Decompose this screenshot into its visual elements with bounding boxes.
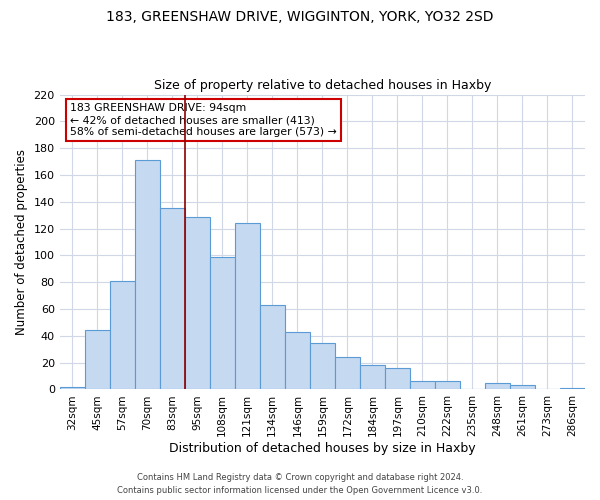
Bar — [385, 368, 410, 390]
Title: Size of property relative to detached houses in Haxby: Size of property relative to detached ho… — [154, 79, 491, 92]
Text: 183 GREENSHAW DRIVE: 94sqm
← 42% of detached houses are smaller (413)
58% of sem: 183 GREENSHAW DRIVE: 94sqm ← 42% of deta… — [70, 104, 337, 136]
Y-axis label: Number of detached properties: Number of detached properties — [15, 149, 28, 335]
Bar — [360, 366, 385, 390]
Bar — [210, 257, 235, 390]
Bar — [410, 382, 435, 390]
Bar — [435, 382, 460, 390]
Bar — [110, 281, 135, 390]
Bar — [185, 216, 210, 390]
Text: 183, GREENSHAW DRIVE, WIGGINTON, YORK, YO32 2SD: 183, GREENSHAW DRIVE, WIGGINTON, YORK, Y… — [106, 10, 494, 24]
Text: Contains HM Land Registry data © Crown copyright and database right 2024.
Contai: Contains HM Land Registry data © Crown c… — [118, 474, 482, 495]
Bar — [235, 223, 260, 390]
Bar — [310, 342, 335, 390]
X-axis label: Distribution of detached houses by size in Haxby: Distribution of detached houses by size … — [169, 442, 476, 455]
Bar — [560, 388, 585, 390]
Bar — [510, 386, 535, 390]
Bar — [59, 387, 85, 390]
Bar — [135, 160, 160, 390]
Bar — [335, 358, 360, 390]
Bar — [285, 332, 310, 390]
Bar — [85, 330, 110, 390]
Bar — [260, 305, 285, 390]
Bar — [485, 383, 510, 390]
Bar — [160, 208, 185, 390]
